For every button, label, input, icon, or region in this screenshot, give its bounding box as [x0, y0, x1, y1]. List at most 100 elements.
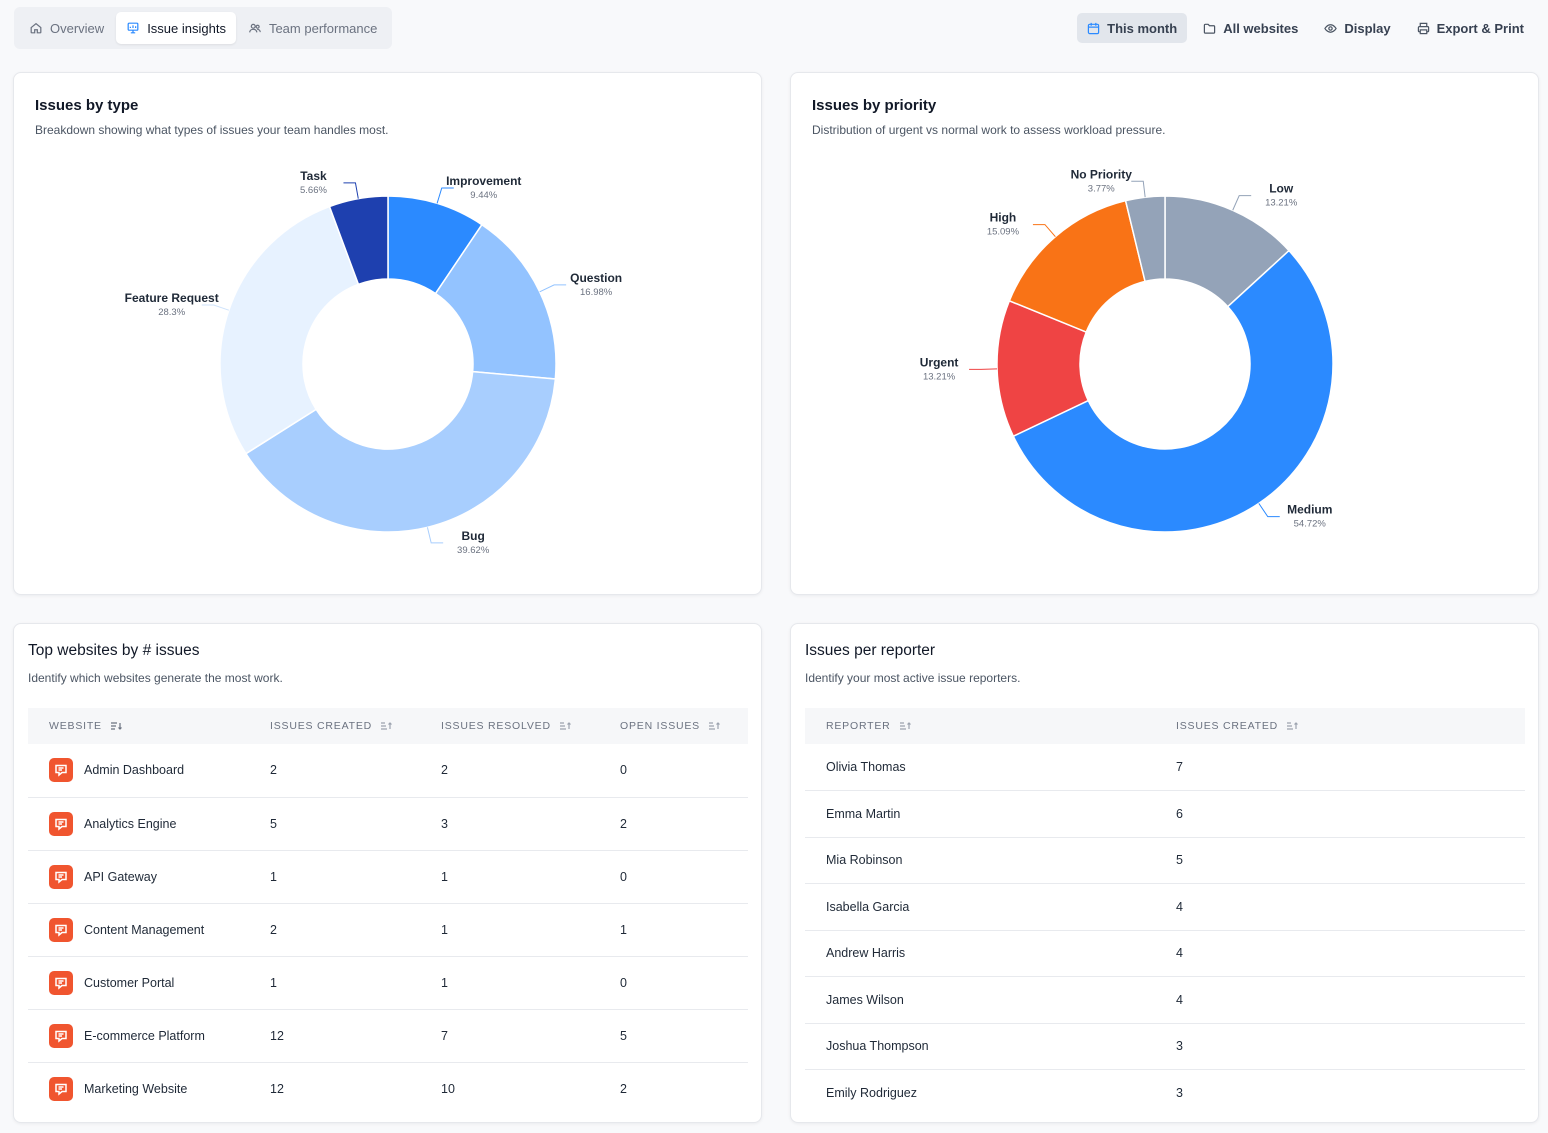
reporter-issues-created-cell: 5 [1155, 837, 1525, 884]
slice-label: Feature Request [125, 291, 219, 305]
table-row[interactable]: Mia Robinson 5 [805, 837, 1525, 884]
slice-question[interactable] [434, 223, 557, 380]
printer-icon [1417, 22, 1429, 34]
tab-team-performance[interactable]: Team performance [238, 12, 387, 44]
reporter-name-cell: James Wilson [805, 976, 1155, 1024]
table-row[interactable]: Joshua Thompson 3 [805, 1023, 1525, 1070]
reporter-name-cell: Emma Martin [805, 790, 1155, 838]
tab-issue-insights[interactable]: Issue insights [116, 12, 236, 44]
website-name[interactable]: Admin Dashboard [84, 763, 185, 778]
leader-line [1131, 180, 1146, 198]
export-print-button[interactable]: Export & Print [1407, 13, 1534, 43]
tab-issue-insights-label: Issue insights [147, 20, 226, 36]
display-button[interactable]: Display [1314, 13, 1400, 43]
reporter-issues-created-cell: 4 [1155, 930, 1525, 977]
reporter-name-cell: Emily Rodriguez [826, 1086, 918, 1100]
slice-value-label: 15.09% [987, 227, 1020, 238]
slice-value-label: 5.66% [300, 185, 327, 196]
issues-created-cell: 12 [270, 1081, 284, 1096]
issues-created-cell: 1 [249, 850, 420, 904]
table-row[interactable]: Customer Portal 1 1 0 [28, 956, 748, 1010]
column-issues-created-label: ISSUES CREATED [270, 720, 373, 732]
website-name[interactable]: Marketing Website [84, 1081, 188, 1096]
table-row[interactable]: Marketing Website 12 10 2 [28, 1062, 748, 1115]
website-cell: E-commerce Platform [28, 1009, 249, 1063]
reporter-name-cell: Olivia Thomas [805, 744, 1155, 791]
leader-line [426, 527, 444, 544]
website-name[interactable]: E-commerce Platform [84, 1028, 205, 1043]
reporter-issues-created-cell: 7 [1155, 744, 1525, 791]
slice-no-priority[interactable] [1124, 195, 1166, 283]
table-row[interactable]: E-commerce Platform 12 7 5 [28, 1009, 748, 1063]
table-row[interactable]: Andrew Harris 4 [805, 930, 1525, 977]
column-issues-resolved[interactable]: ISSUES RESOLVED [420, 708, 599, 744]
issues-per-reporter-subtitle: Identify your most active issue reporter… [805, 671, 1021, 685]
website-comment-icon [49, 1023, 73, 1048]
top-websites-title: Top websites by # issues [28, 642, 200, 659]
table-row[interactable]: Isabella Garcia 4 [805, 883, 1525, 931]
column-open-issues[interactable]: OPEN ISSUES [599, 708, 748, 744]
slice-label: Medium [1287, 503, 1332, 517]
slice-value-label: 13.21% [1265, 198, 1298, 209]
website-name[interactable]: Content Management [84, 922, 205, 937]
table-row[interactable]: API Gateway 1 1 0 [28, 850, 748, 904]
column-issues-created[interactable]: ISSUES CREATED [249, 708, 420, 744]
leader-line [1032, 224, 1056, 238]
tab-overview[interactable]: Overview [19, 12, 114, 44]
issues-by-priority-card: Issues by priority Distribution of urgen… [790, 72, 1539, 595]
reporter-issues-created-cell: 3 [1176, 1086, 1183, 1100]
website-name[interactable]: API Gateway [84, 869, 157, 884]
view-tabs: Overview Issue insights Team performance [14, 7, 393, 49]
issues-by-type-card: Issues by type Breakdown showing what ty… [13, 72, 762, 595]
website-name[interactable]: Customer Portal [84, 975, 175, 990]
reporter-name-cell: Joshua Thompson [805, 1023, 1155, 1070]
issues-created-cell: 2 [249, 903, 420, 957]
top-websites-table: WEBSITE ISSUES CREATED ISSUES RESOLVED O… [28, 708, 748, 1115]
open-issues-cell: 1 [599, 903, 748, 957]
users-icon [249, 23, 261, 33]
website-comment-icon [49, 758, 73, 783]
issues-resolved-cell: 1 [420, 850, 599, 904]
reporter-issues-created-cell: 3 [1155, 1023, 1525, 1070]
this-month-button[interactable]: This month [1077, 13, 1188, 43]
all-websites-button[interactable]: All websites [1193, 13, 1308, 43]
table-row[interactable]: Admin Dashboard 2 2 0 [28, 744, 748, 798]
column-reporter[interactable]: REPORTER [805, 708, 1155, 744]
table-row[interactable]: Emma Martin 6 [805, 790, 1525, 838]
issues-resolved-cell: 1 [420, 903, 599, 957]
slice-feature-request[interactable] [219, 205, 360, 455]
this-month-label: This month [1107, 20, 1178, 36]
column-website[interactable]: WEBSITE [28, 708, 249, 744]
website-comment-icon [49, 811, 73, 836]
calendar-icon [1087, 22, 1100, 34]
all-websites-label: All websites [1223, 20, 1299, 36]
table-row[interactable]: Analytics Engine 5 3 2 [28, 797, 748, 851]
open-issues-cell: 0 [599, 744, 748, 798]
open-issues-cell: 0 [599, 850, 748, 904]
eye-icon [1324, 23, 1338, 33]
column-reporter-issues-created[interactable]: ISSUES CREATED [1155, 708, 1525, 744]
export-print-label: Export & Print [1436, 20, 1524, 36]
issues-by-type-subtitle: Breakdown showing what types of issues y… [35, 123, 389, 137]
slice-value-label: 39.62% [457, 545, 490, 556]
website-name[interactable]: Analytics Engine [84, 816, 177, 831]
home-icon [30, 22, 42, 34]
slice-medium[interactable] [1012, 249, 1334, 533]
slice-bug[interactable] [244, 370, 557, 533]
table-row[interactable]: James Wilson 4 [805, 976, 1525, 1024]
issues-by-priority-chart: Low 13.21% Medium 54.72% Urgent 13.21% High 15.… [920, 167, 1334, 533]
website-cell: API Gateway [28, 850, 249, 904]
table-row[interactable]: Emily Rodriguez 3 [805, 1070, 1525, 1117]
issues-resolved-cell: 10 [441, 1081, 455, 1096]
slice-label: Urgent [920, 355, 959, 369]
slice-value-label: 54.72% [1294, 519, 1327, 530]
top-websites-subtitle: Identify which websites generate the mos… [28, 671, 283, 685]
slice-task[interactable] [328, 195, 389, 286]
slice-value-label: 16.98% [580, 287, 613, 298]
table-row[interactable]: Content Management 2 1 1 [28, 903, 748, 957]
table-row[interactable]: Olivia Thomas 7 [805, 744, 1525, 791]
sort-icon [709, 722, 720, 730]
leader-line [201, 304, 230, 311]
sort-icon [559, 722, 571, 730]
issues-resolved-cell: 7 [420, 1009, 599, 1063]
